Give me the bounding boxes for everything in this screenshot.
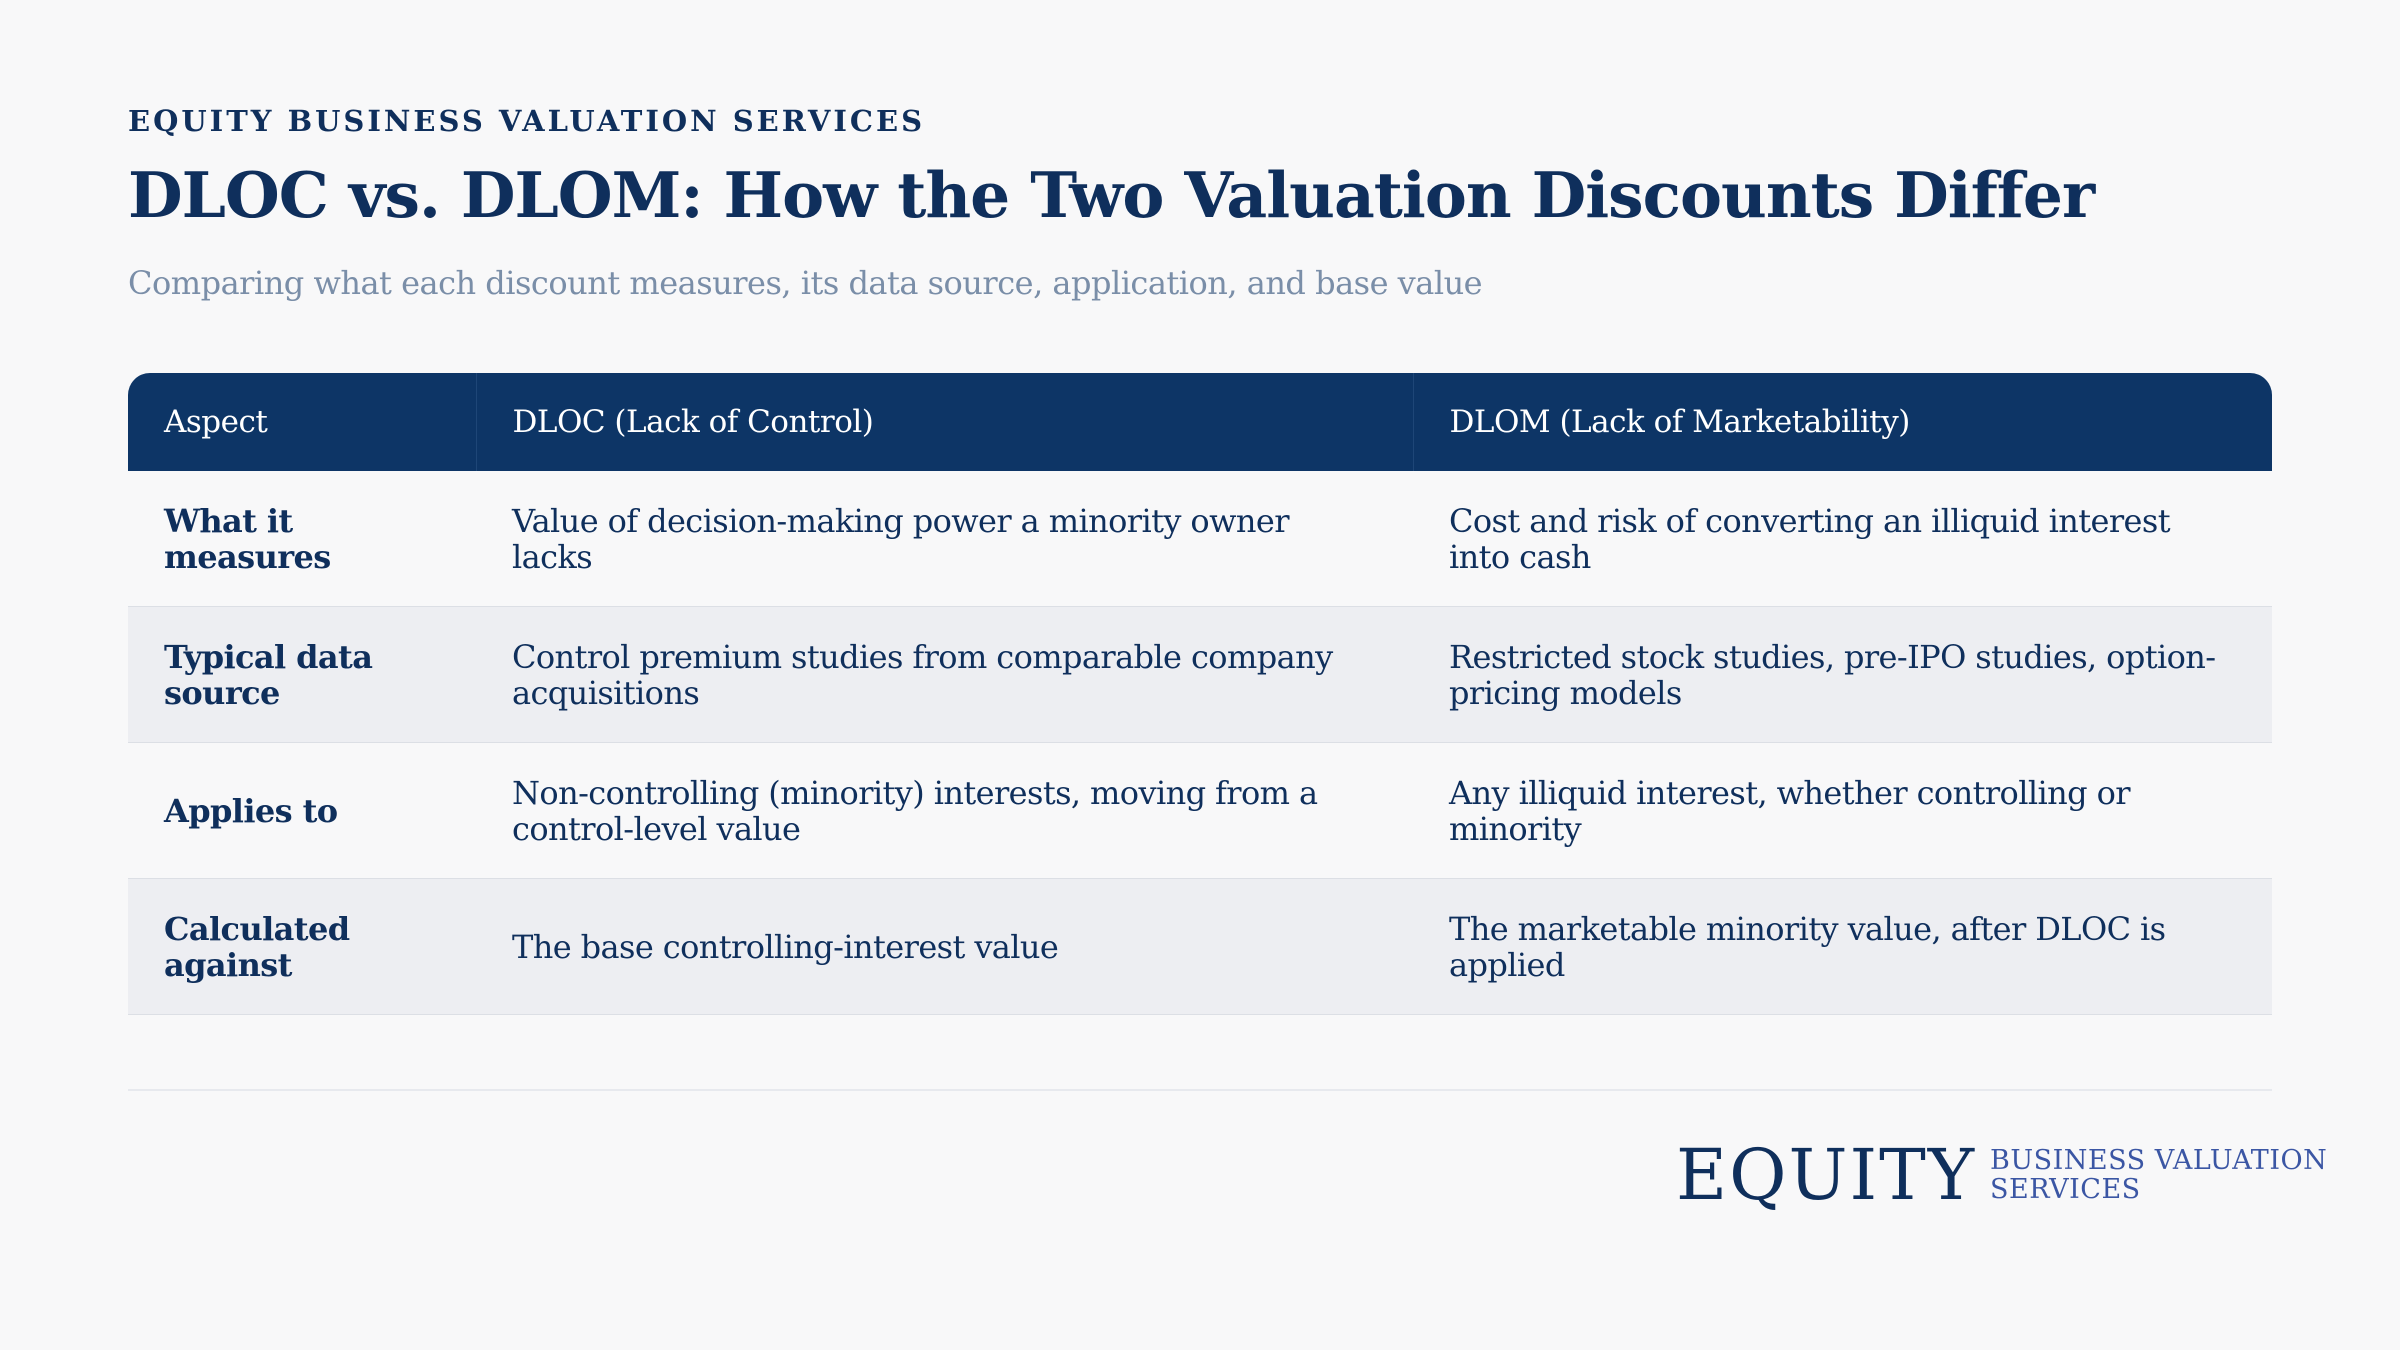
dlom-cell: Any illiquid interest, whether controlli… (1413, 742, 2272, 879)
dloc-cell: Value of decision-making power a minorit… (476, 471, 1413, 607)
equity-logo: EQUITY BUSINESS VALUATION SERVICES (1676, 1140, 2327, 1210)
logo-wordmark: EQUITY (1676, 1134, 1977, 1216)
row-aspect-label: Typical data source (128, 606, 476, 743)
column-header-dlom: DLOM (Lack of Marketability) (1412, 373, 2272, 471)
comparison-table: Aspect DLOC (Lack of Control) DLOM (Lack… (128, 373, 2272, 1015)
dlom-cell: Restricted stock studies, pre-IPO studie… (1413, 606, 2272, 743)
dloc-cell: The base controlling-interest value (476, 878, 1413, 1015)
row-aspect-label: Calculated against (128, 878, 476, 1015)
logo-tagline: BUSINESS VALUATION SERVICES (1990, 1146, 2327, 1204)
table-row: Typical data source Control premium stud… (128, 606, 2272, 743)
column-header-aspect: Aspect (128, 373, 476, 471)
row-aspect-label: Applies to (128, 742, 476, 879)
header-row: Aspect DLOC (Lack of Control) DLOM (Lack… (128, 373, 2272, 471)
logo-tagline-line2: SERVICES (1990, 1174, 2141, 1205)
dlom-cell: The marketable minority value, after DLO… (1413, 878, 2272, 1015)
table-row: What it measures Value of decision-makin… (128, 471, 2272, 607)
row-aspect-label: What it measures (128, 471, 476, 607)
dlom-cell: Cost and risk of converting an illiquid … (1413, 471, 2272, 607)
page-subtitle: Comparing what each discount measures, i… (128, 264, 1483, 302)
page-title: DLOC vs. DLOM: How the Two Valuation Dis… (128, 158, 2095, 232)
dloc-cell: Control premium studies from comparable … (476, 606, 1413, 743)
table-body: What it measures Value of decision-makin… (128, 471, 2272, 1015)
footer-divider (128, 1089, 2272, 1091)
dloc-cell: Non-controlling (minority) interests, mo… (476, 742, 1413, 879)
logo-tagline-line1: BUSINESS VALUATION (1990, 1145, 2328, 1176)
column-header-dloc: DLOC (Lack of Control) (475, 373, 1413, 471)
table-row: Applies to Non-controlling (minority) in… (128, 742, 2272, 879)
table-row: Calculated against The base controlling-… (128, 878, 2272, 1015)
table-header: Aspect DLOC (Lack of Control) DLOM (Lack… (128, 373, 2272, 471)
brand-kicker: EQUITY BUSINESS VALUATION SERVICES (128, 104, 926, 138)
